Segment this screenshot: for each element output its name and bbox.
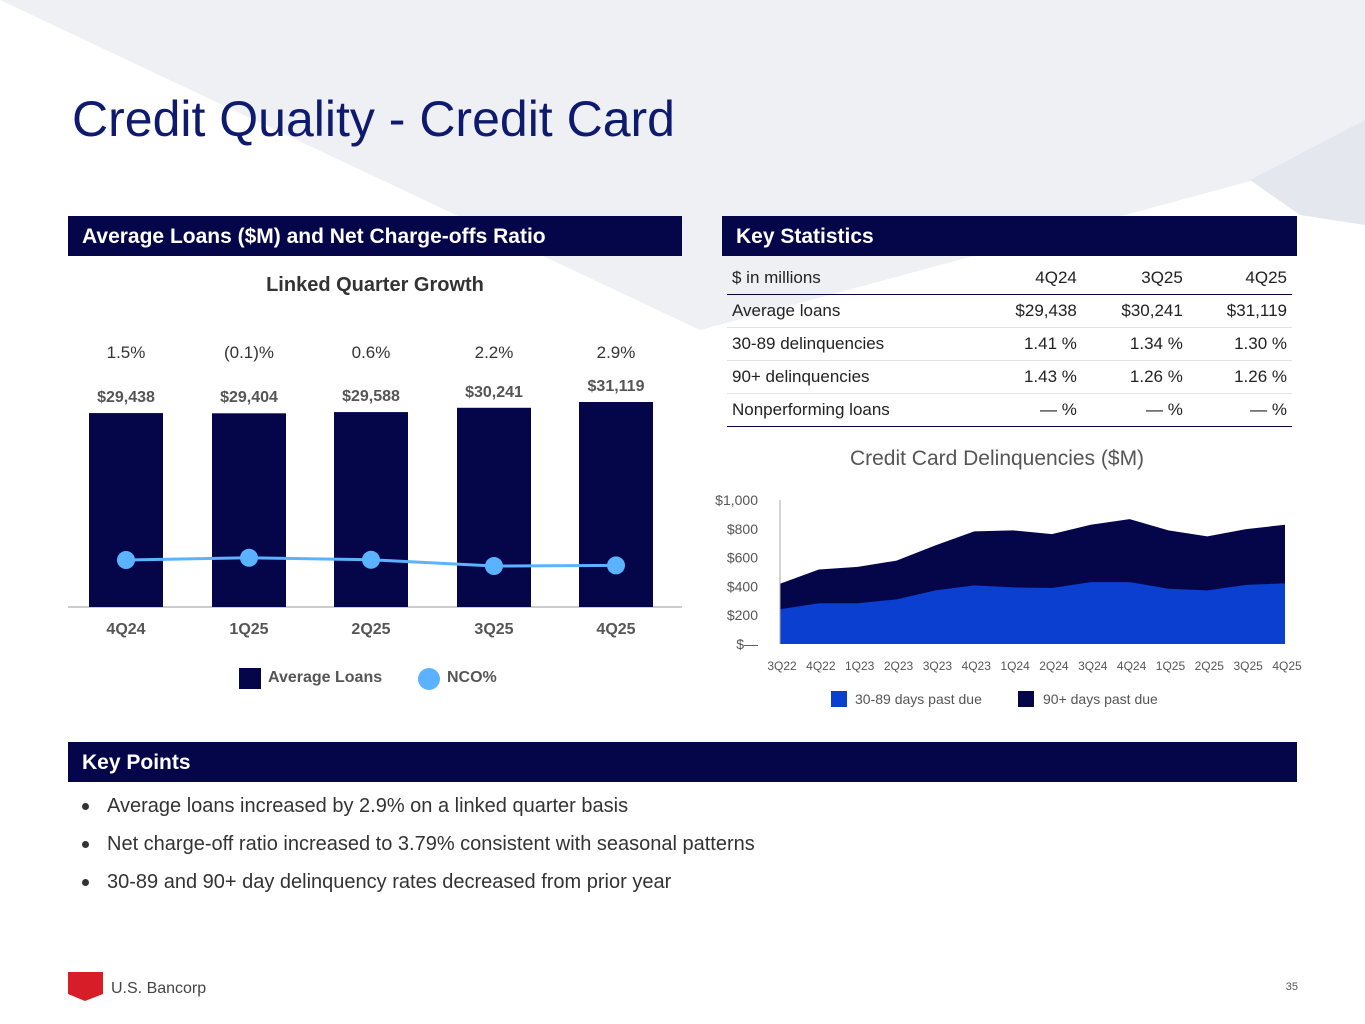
cell: 1.43 %	[975, 360, 1082, 394]
row-label: 90+ delinquencies	[727, 360, 976, 394]
cell: 1.30 %	[1187, 327, 1292, 361]
key-stats-header: Key Statistics	[722, 216, 1297, 256]
chart-subtitle: Linked Quarter Growth	[266, 274, 484, 296]
column-header: 3Q25	[1081, 262, 1188, 295]
x-tick-label: 3Q23	[923, 659, 953, 673]
bar-value-label: $29,438	[97, 389, 155, 407]
key-point: Average loans increased by 2.9% on a lin…	[82, 795, 628, 818]
x-tick-label: 1Q24	[1000, 659, 1030, 673]
x-tick-label: 2Q23	[884, 659, 914, 673]
cell: 1.26 %	[1187, 360, 1292, 394]
growth-label: 2.9%	[596, 343, 636, 362]
page-title: Credit Quality - Credit Card	[72, 91, 675, 147]
x-tick-label: 4Q25	[1272, 659, 1302, 673]
legend-swatch-nco	[418, 668, 440, 690]
growth-label: 0.6%	[351, 343, 391, 362]
bar-average-loans	[212, 413, 286, 607]
nco-point	[607, 556, 625, 575]
x-tick-label: 1Q25	[1156, 659, 1186, 673]
left-panel-header: Average Loans ($M) and Net Charge-offs R…	[68, 216, 682, 256]
x-tick-label: 4Q22	[806, 659, 836, 673]
y-tick-label: $800	[727, 521, 758, 537]
key-point: Net charge-off ratio increased to 3.79% …	[82, 833, 755, 856]
x-tick-label: 3Q25	[1233, 659, 1263, 673]
cell: — %	[975, 393, 1082, 427]
bar-average-loans	[334, 412, 408, 607]
x-tick-label: 4Q24	[1117, 659, 1147, 673]
key-point-text: 30-89 and 90+ day delinquency rates decr…	[107, 871, 672, 893]
bar-value-label: $29,404	[220, 389, 278, 407]
y-tick-label: $—	[736, 636, 758, 652]
bar-value-label: $30,241	[465, 383, 523, 401]
table-row: 90+ delinquencies 1.43 % 1.26 % 1.26 %	[727, 360, 1292, 394]
table-row: 30-89 delinquencies 1.41 % 1.34 % 1.30 %	[727, 327, 1292, 361]
cell: $30,241	[1081, 294, 1188, 328]
cell: — %	[1081, 393, 1188, 427]
growth-label: (0.1)%	[223, 343, 275, 362]
nco-point	[240, 548, 258, 567]
key-point: 30-89 and 90+ day delinquency rates decr…	[82, 871, 671, 894]
nco-point	[485, 557, 503, 576]
delinquency-chart-title: Credit Card Delinquencies ($M)	[849, 447, 1145, 470]
row-label: Nonperforming loans	[727, 393, 976, 427]
x-tick-label: 2Q24	[1039, 659, 1069, 673]
y-tick-label: $1,000	[715, 492, 758, 508]
cell: 1.41 %	[975, 327, 1082, 361]
growth-label: 2.2%	[474, 343, 514, 362]
y-tick-label: $600	[727, 550, 758, 566]
nco-point	[362, 550, 380, 569]
x-tick-label: 3Q24	[1078, 659, 1108, 673]
cell: $31,119	[1187, 294, 1292, 328]
x-tick-label: 2Q25	[351, 621, 391, 638]
legend-90plus: 90+ days past due	[1043, 691, 1158, 707]
legend-nco: NCO%	[447, 669, 497, 686]
x-tick-label: 4Q24	[106, 621, 146, 638]
legend-swatch-90plus	[1018, 691, 1034, 707]
cell: 1.34 %	[1081, 327, 1188, 361]
key-stats-table: $ in millions 4Q24 3Q25 4Q25 Average loans $…	[727, 262, 1292, 427]
legend-swatch-average-loans	[239, 668, 261, 689]
row-label: 30-89 delinquencies	[727, 327, 976, 361]
legend-swatch-30-89	[831, 691, 847, 707]
table-row: Average loans $29,438 $30,241 $31,119	[727, 294, 1292, 328]
column-header: 4Q24	[975, 262, 1082, 295]
page-number: 35	[1285, 981, 1298, 993]
bar-average-loans	[579, 402, 653, 607]
x-tick-label: 1Q23	[845, 659, 875, 673]
nco-point	[117, 551, 135, 569]
key-point-text: Average loans increased by 2.9% on a lin…	[107, 795, 629, 817]
x-tick-label: 3Q22	[767, 659, 797, 673]
cell: $29,438	[975, 294, 1082, 328]
growth-label: 1.5%	[106, 343, 146, 362]
bar-value-label: $29,588	[342, 388, 400, 406]
area-30-89	[780, 582, 1285, 644]
x-tick-label: 4Q23	[962, 659, 992, 673]
bar-average-loans	[89, 413, 163, 607]
y-tick-label: $400	[727, 578, 758, 594]
delinquency-area-chart: $— $200 $400 $600 $800 $1,000 3Q22 4Q22 1Q23 2Q23…	[715, 492, 1302, 673]
cell: — %	[1187, 393, 1292, 427]
column-header: $ in millions	[727, 262, 976, 295]
x-tick-label: 2Q25	[1195, 659, 1225, 673]
legend-average-loans: Average Loans	[268, 669, 383, 686]
row-label: Average loans	[727, 294, 976, 328]
brand-name: U.S. Bancorp	[111, 980, 207, 997]
column-header: 4Q25	[1187, 262, 1292, 295]
key-point-text: Net charge-off ratio increased to 3.79% …	[107, 833, 755, 855]
y-tick-label: $200	[727, 607, 758, 623]
legend-30-89: 30-89 days past due	[855, 691, 982, 707]
bar-value-label: $31,119	[587, 378, 645, 395]
x-tick-label: 4Q25	[596, 621, 636, 638]
bar-average-loans	[457, 407, 531, 607]
table-row: Nonperforming loans — % — % — %	[727, 393, 1292, 427]
x-tick-label: 1Q25	[229, 621, 269, 638]
cell: 1.26 %	[1081, 360, 1188, 394]
key-points-header: Key Points	[68, 742, 1297, 782]
x-tick-label: 3Q25	[474, 621, 514, 638]
table-header-row: $ in millions 4Q24 3Q25 4Q25	[727, 262, 1292, 295]
loans-bar-chart	[68, 402, 682, 608]
us-bancorp-logo-icon	[68, 972, 103, 1001]
